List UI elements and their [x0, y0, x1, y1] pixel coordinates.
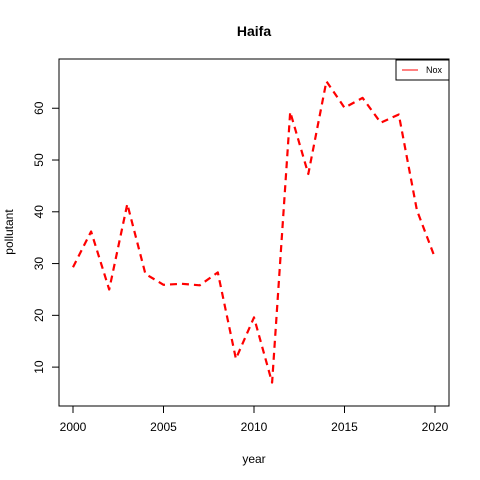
legend-label-nox: Nox — [426, 65, 443, 75]
y-tick-label-20: 20 — [32, 308, 46, 322]
y-axis: 10 20 30 40 50 60 — [32, 101, 60, 374]
x-tick-label-2005: 2005 — [150, 420, 177, 434]
legend-box — [395, 59, 450, 81]
x-axis: 2000 2005 2010 2015 2020 — [60, 405, 449, 434]
y-tick-label-60: 60 — [32, 101, 46, 115]
x-tick-label-2000: 2000 — [60, 420, 87, 434]
chart-title: Haifa — [237, 23, 271, 39]
y-tick-label-30: 30 — [32, 257, 46, 271]
legend: Nox — [395, 59, 450, 81]
plot-frame — [58, 58, 450, 407]
series-line-nox — [72, 80, 437, 384]
y-tick-label-10: 10 — [32, 360, 46, 374]
series-layer — [72, 80, 437, 384]
y-tick-label-40: 40 — [32, 205, 46, 219]
y-axis-title: pollutant — [2, 209, 16, 255]
y-tick-label-50: 50 — [32, 153, 46, 167]
x-tick-label-2020: 2020 — [422, 420, 449, 434]
x-tick-label-2015: 2015 — [331, 420, 358, 434]
x-tick-label-2010: 2010 — [241, 420, 268, 434]
x-axis-title: year — [242, 452, 265, 466]
